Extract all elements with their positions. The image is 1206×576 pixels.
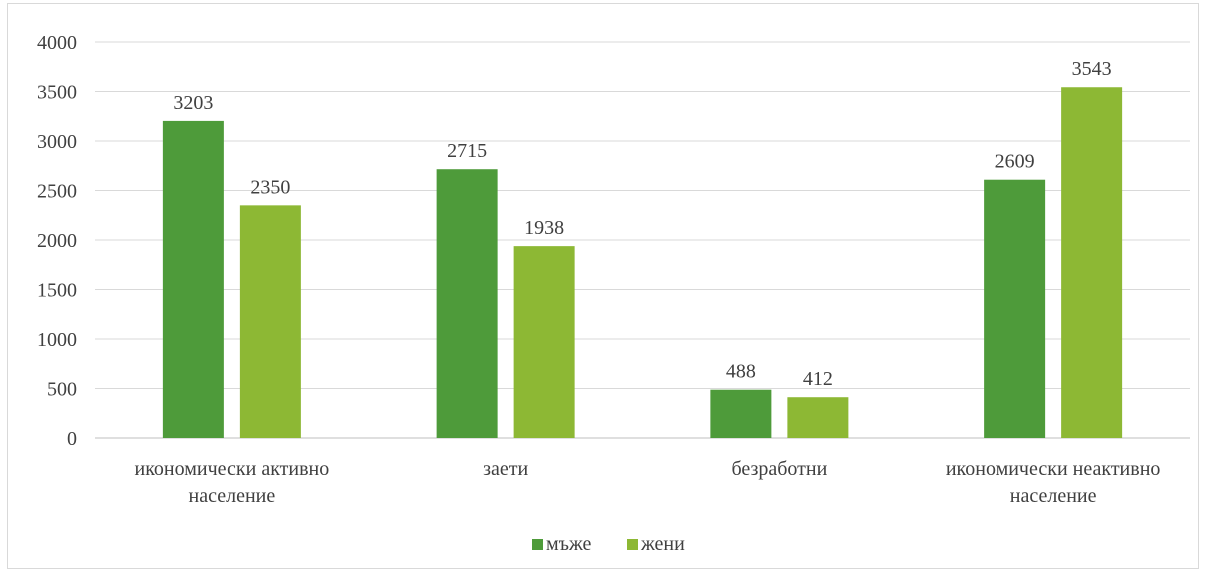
category-label: заети <box>483 458 528 480</box>
bar-women <box>239 205 301 438</box>
legend-swatch-men <box>532 539 543 550</box>
bar-women <box>1061 87 1123 439</box>
y-tick-label: 1000 <box>37 329 77 351</box>
legend: мъже жени <box>532 533 685 555</box>
legend-label: жени <box>640 533 685 555</box>
data-label: 488 <box>726 361 756 383</box>
bar-men <box>162 120 224 438</box>
legend-label: мъже <box>546 533 592 555</box>
y-tick-label: 1500 <box>37 280 77 302</box>
bars <box>162 87 1123 439</box>
bar-women <box>787 397 849 438</box>
data-labels: 3203 2350 2715 1938 488 412 2609 3543 <box>173 58 1111 390</box>
bar-women <box>513 246 575 438</box>
legend-swatch-women <box>627 539 638 550</box>
y-tick-label: 0 <box>67 428 77 450</box>
y-tick-label: 2000 <box>37 230 77 252</box>
y-tick-label: 3500 <box>37 82 77 104</box>
category-label: икономически активно население <box>135 458 330 507</box>
data-label: 2715 <box>447 140 487 162</box>
data-label: 2350 <box>250 176 290 198</box>
y-tick-label: 2500 <box>37 181 77 203</box>
data-label: 412 <box>803 368 833 390</box>
category-label: безработни <box>731 458 827 480</box>
data-label: 2609 <box>995 151 1035 173</box>
data-label: 3203 <box>173 92 213 114</box>
y-tick-label: 500 <box>47 379 77 401</box>
data-label: 3543 <box>1072 58 1112 80</box>
y-axis-tick-labels: 0 500 1000 1500 2000 2500 3000 3500 4000 <box>37 32 77 450</box>
bar-men <box>436 169 498 438</box>
category-label: икономически неактивно население <box>946 458 1161 507</box>
y-tick-label: 4000 <box>37 32 77 54</box>
bar-men <box>984 179 1046 439</box>
category-labels: икономически активно население заети безраб… <box>135 458 1161 507</box>
bar-men <box>710 389 772 438</box>
y-tick-label: 3000 <box>37 131 77 153</box>
data-label: 1938 <box>524 217 564 239</box>
